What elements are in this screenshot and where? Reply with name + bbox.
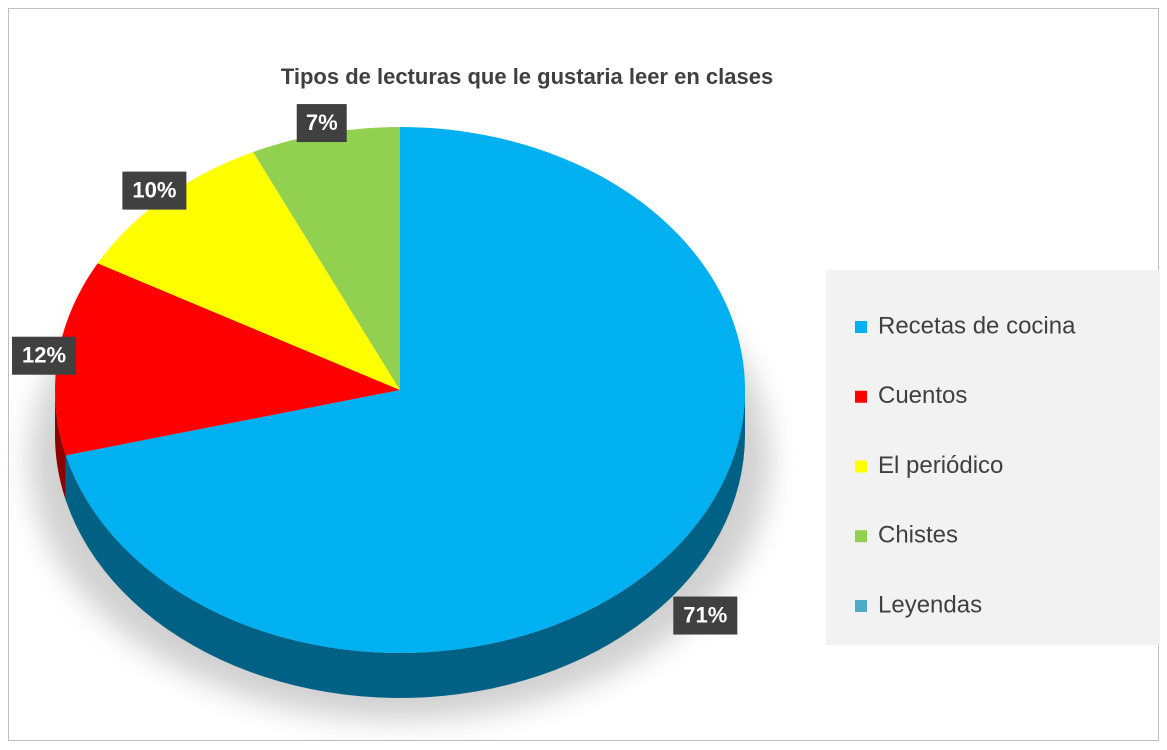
pie-side [65,390,745,698]
legend-box [826,270,1160,645]
legend-label: Chistes [878,522,958,549]
legend-label: Recetas de cocina [878,312,1076,339]
legend-label: Leyendas [878,591,982,618]
legend-swatch [855,600,867,612]
chart-title: Tipos de lecturas que le gustaria leer e… [281,64,773,89]
pie-slice [55,263,400,456]
data-label: 7% [306,110,338,135]
legend-swatch [855,530,867,543]
legend-swatch [855,390,867,403]
data-label-box [122,171,187,210]
data-label-box [12,336,77,375]
data-label: 12% [22,343,66,368]
legend-swatch [855,460,867,473]
pie-slice [97,152,400,390]
data-label: 10% [132,177,176,202]
legend-label: Cuentos [878,382,967,409]
legend-label: El periódico [878,452,1003,479]
data-label-box [673,596,738,635]
pie-slice [253,127,400,390]
legend-swatch [855,321,867,333]
data-label: 71% [683,602,727,627]
data-label-box [296,104,347,143]
pie-side [55,390,66,501]
pie-slice [65,127,745,653]
